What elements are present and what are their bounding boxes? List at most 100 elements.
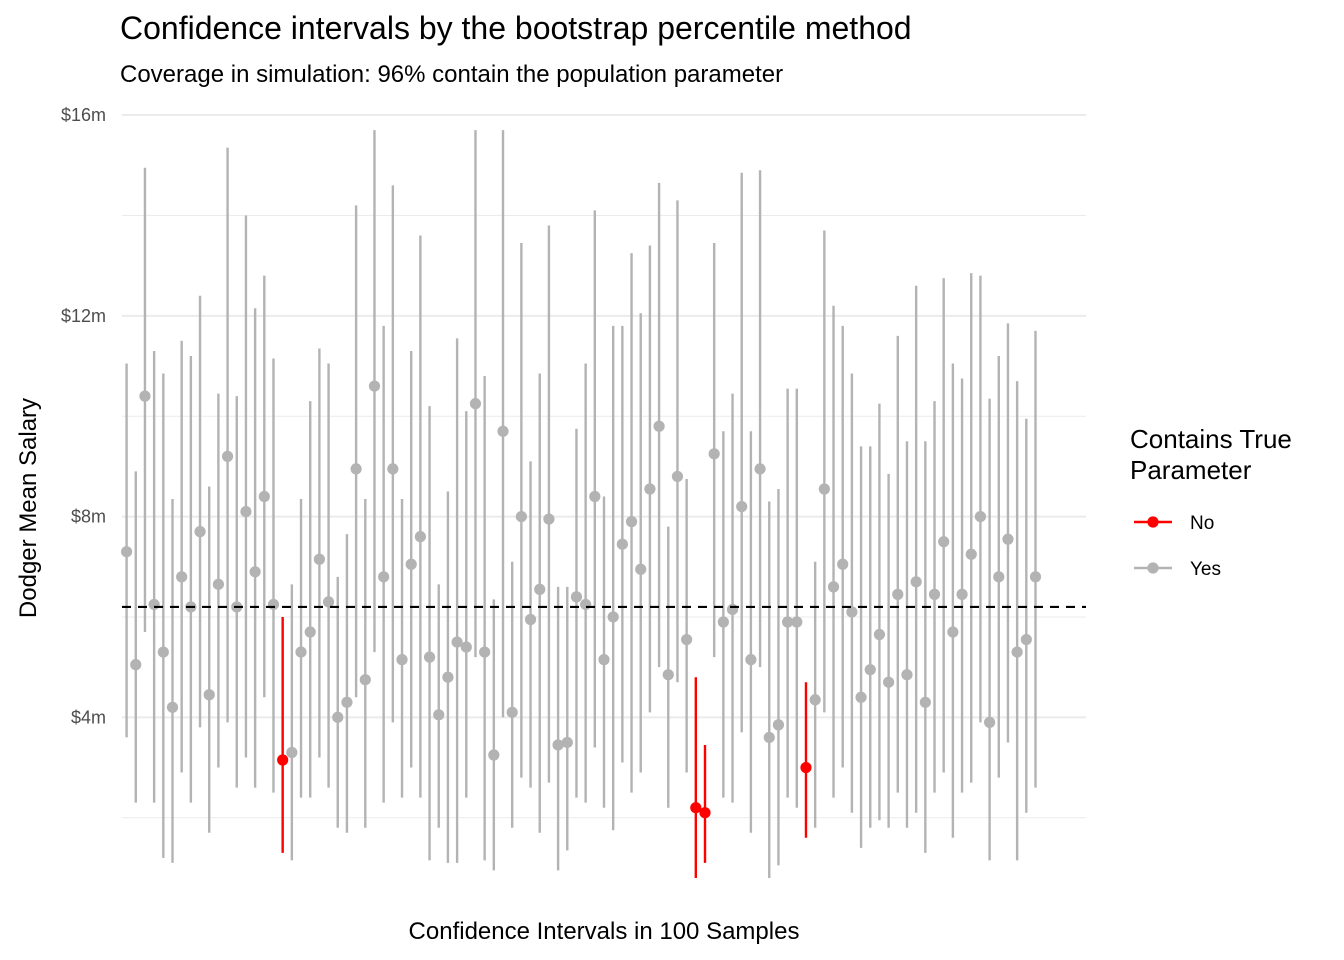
estimate-point xyxy=(341,696,353,708)
estimate-point xyxy=(497,425,509,437)
estimate-point xyxy=(974,510,987,523)
estimate-point xyxy=(589,490,601,503)
chart-title: Confidence intervals by the bootstrap pe… xyxy=(120,10,912,46)
estimate-point xyxy=(212,578,224,590)
estimate-point xyxy=(864,664,876,676)
y-axis-label: Dodger Mean Salary xyxy=(15,398,42,618)
estimate-point xyxy=(846,606,858,618)
estimate-point xyxy=(304,626,316,638)
estimate-point xyxy=(479,646,491,658)
estimate-point xyxy=(433,709,445,721)
estimate-point xyxy=(203,689,215,701)
estimate-point xyxy=(745,654,757,666)
estimate-point xyxy=(414,531,426,543)
estimate-point xyxy=(993,571,1005,583)
estimate-point xyxy=(671,470,684,483)
estimate-point xyxy=(873,628,886,641)
estimate-point xyxy=(607,611,619,623)
y-tick-label: $4m xyxy=(71,707,106,727)
legend-key-point xyxy=(1147,516,1159,528)
estimate-point xyxy=(166,701,179,713)
legend-title: Contains True Parameter xyxy=(1130,424,1299,485)
legend-entry-no: No xyxy=(1134,513,1214,534)
estimate-point xyxy=(221,450,234,462)
estimate-point xyxy=(451,636,463,648)
estimate-point xyxy=(313,553,325,565)
estimate-point xyxy=(956,588,968,600)
estimate-point xyxy=(157,646,169,658)
estimate-point xyxy=(782,616,794,628)
estimate-point xyxy=(708,448,720,460)
estimate-point xyxy=(616,538,628,550)
estimate-point xyxy=(791,616,803,628)
estimate-point xyxy=(1011,646,1023,658)
estimate-point xyxy=(570,591,583,603)
y-tick-label: $12m xyxy=(61,306,106,326)
estimate-point xyxy=(653,420,665,432)
legend-entry-label: Yes xyxy=(1190,559,1221,580)
estimate-point xyxy=(277,754,289,766)
estimate-point xyxy=(460,641,472,653)
estimate-point xyxy=(295,646,307,658)
estimate-point xyxy=(644,483,656,495)
estimate-point xyxy=(984,716,996,728)
estimate-point xyxy=(378,571,390,583)
estimate-point xyxy=(827,581,840,593)
estimate-point xyxy=(148,598,160,611)
estimate-point xyxy=(534,583,546,595)
estimate-point xyxy=(543,513,555,525)
estimate-point xyxy=(368,380,381,392)
estimate-point xyxy=(258,490,270,503)
estimate-point xyxy=(240,505,252,518)
estimate-point xyxy=(625,516,638,528)
estimate-point xyxy=(194,526,206,538)
estimate-point xyxy=(249,566,261,578)
estimate-point xyxy=(736,500,748,513)
estimate-point xyxy=(1020,633,1032,646)
estimate-point xyxy=(176,571,188,583)
estimate-point xyxy=(690,802,702,814)
legend-entries: No Yes xyxy=(1134,513,1221,580)
estimate-point xyxy=(635,563,647,575)
estimate-point xyxy=(286,746,298,759)
legend-entry-yes: Yes xyxy=(1134,559,1221,580)
estimate-point xyxy=(947,626,959,638)
estimate-point xyxy=(552,739,564,751)
estimate-point xyxy=(130,659,142,671)
estimate-point xyxy=(901,669,913,681)
estimate-point xyxy=(469,398,482,410)
estimate-point xyxy=(1002,533,1014,545)
y-tick-label: $16m xyxy=(61,105,106,125)
estimate-point xyxy=(139,390,151,402)
estimate-point xyxy=(800,761,812,774)
estimate-point xyxy=(405,558,417,570)
estimate-point xyxy=(883,676,895,688)
estimate-point xyxy=(332,711,344,723)
legend-title-line-2: Parameter xyxy=(1130,455,1252,485)
estimate-point xyxy=(423,651,436,663)
estimate-point xyxy=(763,731,775,744)
y-tick-label: $8m xyxy=(71,507,106,527)
estimate-point xyxy=(919,696,931,708)
chart-subtitle: Coverage in simulation: 96% contain the … xyxy=(120,61,783,88)
interval-marks xyxy=(120,130,1042,878)
estimate-point xyxy=(561,736,573,749)
estimate-point xyxy=(938,536,950,548)
y-axis-ticks: $4m $8m $12m $16m xyxy=(61,105,106,727)
estimate-point xyxy=(717,616,729,628)
estimate-point xyxy=(350,463,362,475)
estimate-point xyxy=(910,576,922,588)
estimate-point xyxy=(506,706,518,718)
estimate-point xyxy=(726,603,739,616)
estimate-point xyxy=(322,596,335,608)
estimate-point xyxy=(662,669,674,681)
estimate-point xyxy=(267,598,280,611)
estimate-point xyxy=(524,613,537,626)
estimate-point xyxy=(387,463,399,475)
legend-key-point xyxy=(1147,562,1159,574)
estimate-point xyxy=(442,671,454,683)
estimate-point xyxy=(598,654,610,666)
estimate-point xyxy=(809,694,821,706)
estimate-point xyxy=(488,749,500,761)
